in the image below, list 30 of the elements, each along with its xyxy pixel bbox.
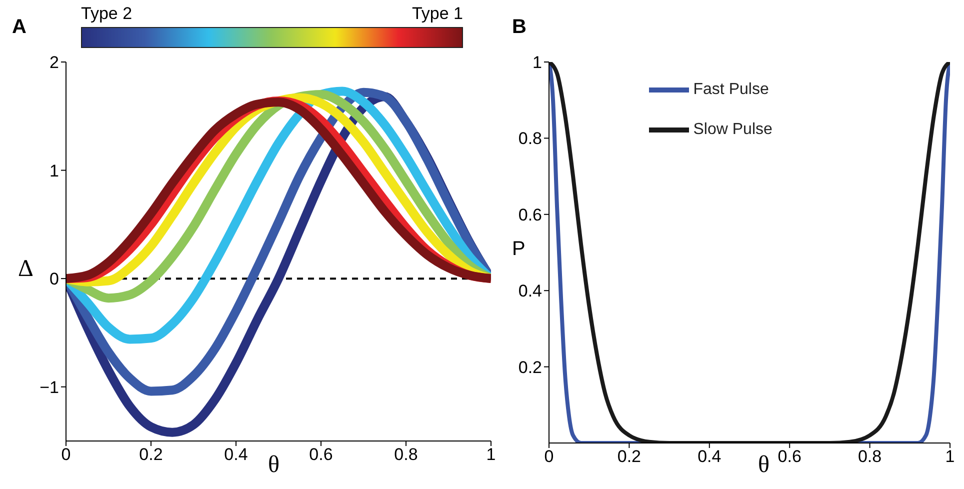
- y-tick-label: 0: [50, 270, 59, 289]
- y-tick-label: 2: [50, 53, 59, 72]
- x-tick-label: 0.2: [139, 445, 163, 464]
- x-tick-label: 0: [544, 447, 554, 466]
- y-tick-label: −1: [40, 378, 59, 397]
- x-axis-title: θ: [758, 452, 770, 479]
- legend-label: Fast Pulse: [693, 81, 769, 98]
- text: Type 1: [410, 4, 463, 24]
- y-tick-label: 0.8: [518, 129, 542, 148]
- x-tick-label: 0.6: [778, 447, 802, 466]
- y-tick-label: 0.2: [518, 358, 542, 377]
- y-tick-label: 0.6: [518, 205, 542, 224]
- y-axis-title: P: [512, 238, 526, 261]
- y-tick-label: 0.4: [518, 282, 542, 301]
- x-tick-label: 1: [486, 445, 496, 464]
- legend-label: Slow Pulse: [693, 121, 772, 138]
- chart-title: A: [12, 16, 26, 39]
- y-tick-label: 1: [50, 161, 59, 180]
- x-axis-title: θ: [268, 452, 280, 479]
- x-tick-label: 0.4: [224, 445, 248, 464]
- text: Type 2: [81, 4, 132, 24]
- x-tick-label: 0.2: [617, 447, 642, 466]
- x-tick-label: 0.8: [858, 447, 882, 466]
- y-axis-title: Δ: [18, 256, 34, 283]
- y-tick-label: 1: [532, 53, 542, 72]
- x-tick-label: 0.6: [309, 445, 333, 464]
- x-tick-label: 1: [945, 447, 955, 466]
- x-tick-label: 0.4: [698, 447, 722, 466]
- chart-title: B: [512, 16, 526, 39]
- x-tick-label: 0.8: [394, 445, 418, 464]
